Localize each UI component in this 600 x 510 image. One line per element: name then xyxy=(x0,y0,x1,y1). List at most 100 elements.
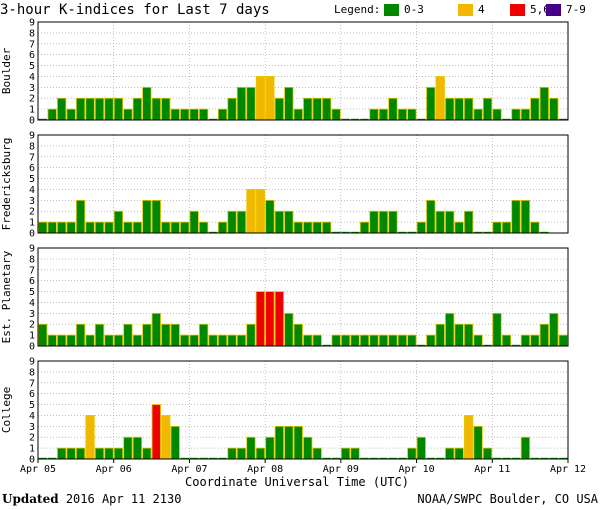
legend-label: Legend: xyxy=(334,3,381,16)
k-index-bar xyxy=(265,291,275,347)
k-index-bar xyxy=(123,221,133,234)
k-index-bar xyxy=(142,86,152,121)
k-index-bar xyxy=(549,97,559,121)
k-index-bar-zero xyxy=(360,457,369,459)
k-index-bar xyxy=(265,199,275,234)
k-index-bar xyxy=(47,108,57,121)
k-index-bar-zero xyxy=(379,457,388,459)
k-index-bar xyxy=(463,415,474,460)
k-index-bar xyxy=(463,210,474,234)
y-tick-label: 9 xyxy=(29,18,35,29)
k-index-bar xyxy=(246,323,256,347)
k-index-bar xyxy=(378,108,389,121)
k-index-bar-zero xyxy=(426,457,435,459)
k-index-bar xyxy=(85,334,95,347)
y-tick-label: 2 xyxy=(29,94,35,105)
k-index-bar xyxy=(255,76,266,121)
k-index-bar-zero xyxy=(511,344,521,346)
legend-entry-label: 7-9 xyxy=(566,3,586,16)
k-index-bar-zero xyxy=(473,231,483,233)
k-index-bar xyxy=(331,334,341,347)
legend-entry-label: 5,6 xyxy=(530,3,550,16)
k-index-bar xyxy=(113,97,124,121)
k-index-bar xyxy=(75,97,86,121)
k-index-bar xyxy=(113,447,124,460)
k-index-bar xyxy=(312,97,322,121)
k-index-bar xyxy=(236,210,247,234)
y-tick-label: 6 xyxy=(29,276,35,287)
k-index-bar xyxy=(274,425,284,460)
k-index-bar xyxy=(293,323,303,347)
k-index-bar-zero xyxy=(559,118,568,120)
k-index-bar xyxy=(397,108,408,121)
k-index-bar xyxy=(492,108,502,121)
k-index-bar xyxy=(388,210,398,234)
k-index-bar xyxy=(293,221,303,234)
k-index-bar xyxy=(132,97,143,121)
x-tick-label: Apr 08 xyxy=(247,464,283,475)
k-index-bar-zero xyxy=(341,118,350,120)
k-index-bar-zero xyxy=(502,457,511,459)
k-index-bar xyxy=(407,334,417,347)
k-index-bar xyxy=(180,334,190,347)
k-index-bar xyxy=(463,97,474,121)
y-tick-label: 0 xyxy=(29,455,35,466)
k-index-bar xyxy=(445,97,455,121)
y-tick-label: 7 xyxy=(29,39,35,50)
k-index-bar xyxy=(189,210,199,234)
x-tick-label: Apr 09 xyxy=(323,464,359,475)
k-index-bar xyxy=(180,108,190,121)
x-axis-title: Coordinate Universal Time (UTC) xyxy=(185,475,409,489)
y-tick-label: 5 xyxy=(29,174,35,185)
k-index-bar xyxy=(454,221,464,234)
updated-timestamp: Updated 2016 Apr 11 2130 xyxy=(2,491,181,507)
k-index-bar xyxy=(359,334,370,347)
k-index-bar xyxy=(303,436,313,460)
k-index-bar xyxy=(454,447,464,460)
k-index-bar xyxy=(123,323,133,347)
k-index-bar xyxy=(255,447,266,460)
panel-label: Est. Planetary xyxy=(0,250,13,343)
k-index-bar xyxy=(492,312,502,347)
k-index-bar xyxy=(473,425,483,460)
k-index-bar-zero xyxy=(369,457,379,459)
y-tick-label: 2 xyxy=(29,320,35,331)
y-tick-label: 3 xyxy=(29,422,35,433)
y-tick-label: 5 xyxy=(29,61,35,72)
chart-header: 3-hour K-indices for Last 7 days Legend:… xyxy=(0,0,600,20)
y-tick-label: 4 xyxy=(29,411,35,422)
k-index-bar xyxy=(331,108,341,121)
k-index-bar xyxy=(66,221,76,234)
k-index-bar xyxy=(435,210,445,234)
y-tick-label: 7 xyxy=(29,265,35,276)
k-index-bar xyxy=(511,199,521,234)
k-index-bar xyxy=(303,97,313,121)
y-tick-label: 6 xyxy=(29,163,35,174)
k-index-bar xyxy=(66,108,76,121)
y-tick-label: 0 xyxy=(29,342,35,353)
k-index-bar xyxy=(132,436,143,460)
k-index-bar xyxy=(94,97,105,121)
k-index-bar xyxy=(57,334,67,347)
k-index-bar-zero xyxy=(189,457,199,459)
k-index-bar xyxy=(104,334,114,347)
k-index-bar xyxy=(322,97,332,121)
updated-value: 2016 Apr 11 2130 xyxy=(65,492,182,506)
y-tick-label: 3 xyxy=(29,196,35,207)
k-index-bar xyxy=(369,108,379,121)
k-index-bar xyxy=(161,97,171,121)
y-tick-label: 4 xyxy=(29,298,35,309)
k-index-bar xyxy=(104,221,114,234)
k-index-bar xyxy=(236,334,247,347)
k-index-bar xyxy=(284,86,294,121)
k-index-bar xyxy=(501,221,512,234)
k-index-bar xyxy=(246,436,256,460)
k-index-bar xyxy=(426,86,436,121)
k-index-bar xyxy=(293,108,303,121)
k-index-bar xyxy=(265,436,275,460)
k-index-bar-zero xyxy=(559,457,568,459)
k-index-bar xyxy=(38,221,48,234)
y-tick-label: 9 xyxy=(29,244,35,255)
k-index-bar-zero xyxy=(502,118,511,120)
